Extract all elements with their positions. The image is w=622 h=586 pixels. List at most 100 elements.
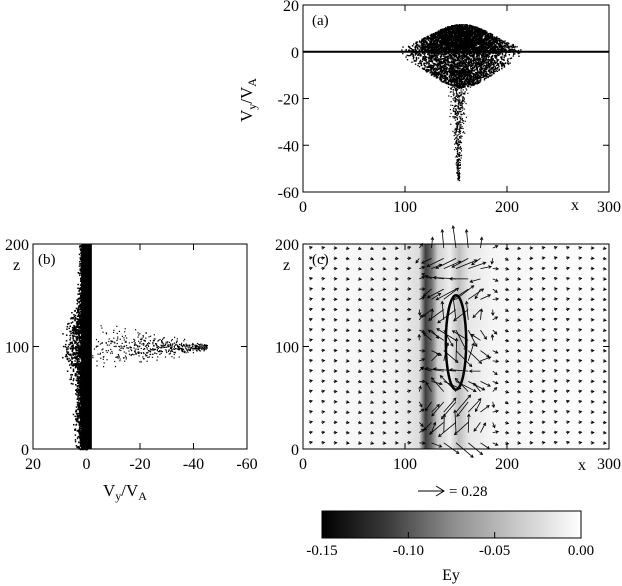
panel-a-point xyxy=(481,33,483,36)
panel-a-point xyxy=(472,84,475,86)
panel-a-point xyxy=(482,31,484,33)
panel-a-point xyxy=(476,79,478,82)
panel-a-point xyxy=(449,32,452,34)
panel-a-point xyxy=(492,65,495,67)
panel-a-point xyxy=(405,49,407,51)
panel-a-point xyxy=(423,67,426,69)
panel-a-point xyxy=(487,58,490,61)
panel-a-point xyxy=(507,63,510,65)
panel-a-point xyxy=(421,43,423,45)
panel-a-point xyxy=(461,32,463,34)
panel-a-point xyxy=(449,65,451,67)
panel-a-point xyxy=(433,36,435,38)
panel-a-point xyxy=(466,37,468,40)
panel-a-point xyxy=(454,37,456,39)
panel-a-point xyxy=(465,61,467,63)
panel-a-point xyxy=(470,24,472,27)
panel-a-point xyxy=(454,41,457,44)
panel-a-point xyxy=(480,64,483,67)
panel-a-point xyxy=(434,74,436,76)
panel-a-point xyxy=(447,68,450,70)
panel-a-point xyxy=(468,78,470,81)
panel-a-point xyxy=(465,51,467,53)
panel-a-point xyxy=(482,40,484,42)
panel-a-point xyxy=(484,70,486,73)
panel-a-point xyxy=(495,54,498,57)
panel-a-point xyxy=(424,47,426,50)
panel-a-point xyxy=(501,62,504,64)
panel-a-point xyxy=(459,41,461,43)
panel-a-point xyxy=(477,77,480,79)
panel-a-point xyxy=(480,43,482,45)
panel-a-point xyxy=(466,80,469,83)
panel-a-point xyxy=(497,64,499,66)
panel-a-point xyxy=(476,76,479,78)
panel-a-point xyxy=(493,48,495,50)
panel-a-point xyxy=(468,31,471,34)
panel-a-point xyxy=(485,44,487,46)
panel-a-point xyxy=(484,49,487,52)
panel-a-point xyxy=(491,57,493,60)
panel-a-point xyxy=(428,60,430,62)
panel-a-point xyxy=(445,67,448,69)
panel-a-point xyxy=(493,45,496,47)
panel-a-point xyxy=(504,48,507,50)
panel-a-point xyxy=(424,44,426,46)
panel-a-point xyxy=(463,56,466,58)
panel-a-point xyxy=(495,52,498,54)
panel-a-point xyxy=(512,44,514,47)
panel-a-point xyxy=(431,45,433,48)
panel-a-point xyxy=(483,44,485,46)
panel-a-point xyxy=(435,68,437,70)
panel-a-point xyxy=(469,51,471,53)
panel-a-point xyxy=(492,51,495,53)
panel-a-point xyxy=(459,51,461,53)
panel-a-point xyxy=(426,51,428,53)
panel-a-point xyxy=(429,38,432,41)
panel-a-point xyxy=(463,35,465,37)
panel-a-point xyxy=(485,38,487,41)
panel-a-point xyxy=(460,30,463,33)
panel-a-point xyxy=(451,36,454,38)
panel-a-point xyxy=(414,47,417,49)
panel-a-point xyxy=(437,32,440,34)
panel-a-point xyxy=(479,69,481,72)
panel-a-point xyxy=(486,74,488,76)
panel-a-point xyxy=(441,74,443,76)
panel-a-point xyxy=(468,41,470,44)
panel-a-point xyxy=(443,77,445,79)
panel-a-point xyxy=(511,44,513,46)
panel-a-point xyxy=(443,57,445,59)
panel-a-point xyxy=(441,28,444,30)
panel-a-point xyxy=(402,46,404,48)
panel-a-point xyxy=(455,43,457,45)
panel-a-point xyxy=(495,43,498,45)
panel-a-point xyxy=(447,49,449,51)
panel-a-point xyxy=(481,63,483,65)
panel-a-point xyxy=(446,31,448,33)
panel-a-point xyxy=(414,54,416,56)
panel-a-point xyxy=(467,43,470,46)
panel-a-point xyxy=(459,67,461,70)
panel-a-point xyxy=(466,56,469,58)
panel-a-point xyxy=(486,67,489,69)
panel-a-point xyxy=(408,54,411,57)
panel-a-point xyxy=(481,76,483,79)
panel-a-point xyxy=(489,33,492,36)
panel-a-point xyxy=(437,46,439,49)
panel-a-point xyxy=(426,42,428,44)
panel-a-point xyxy=(475,81,477,83)
panel-a-point xyxy=(471,39,473,42)
panel-a-point xyxy=(442,47,444,49)
panel-a-point xyxy=(431,64,434,67)
panel-a-point xyxy=(439,60,441,62)
panel-a-point xyxy=(444,77,446,79)
panel-a-point xyxy=(458,26,460,28)
panel-a-point xyxy=(445,76,447,78)
panel-a-point xyxy=(449,78,451,80)
panel-a-point xyxy=(431,36,433,38)
panel-a-point xyxy=(520,49,522,51)
panel-a-point xyxy=(472,55,474,58)
panel-a-point xyxy=(438,46,440,48)
panel-a-point xyxy=(468,49,471,51)
